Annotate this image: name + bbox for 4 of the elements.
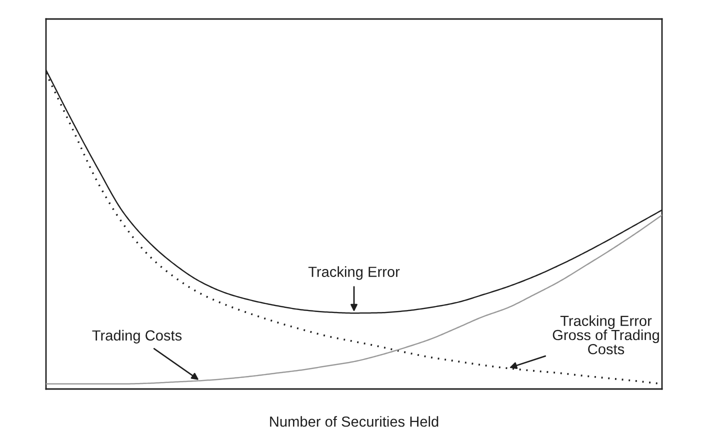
series-label: Tracking Error Gross of Trading Costs — [552, 315, 659, 354]
x-axis-title: Number of Securities Held — [270, 416, 438, 427]
text: Tracking Error — [308, 266, 400, 280]
text: Trading Costs — [92, 330, 182, 344]
